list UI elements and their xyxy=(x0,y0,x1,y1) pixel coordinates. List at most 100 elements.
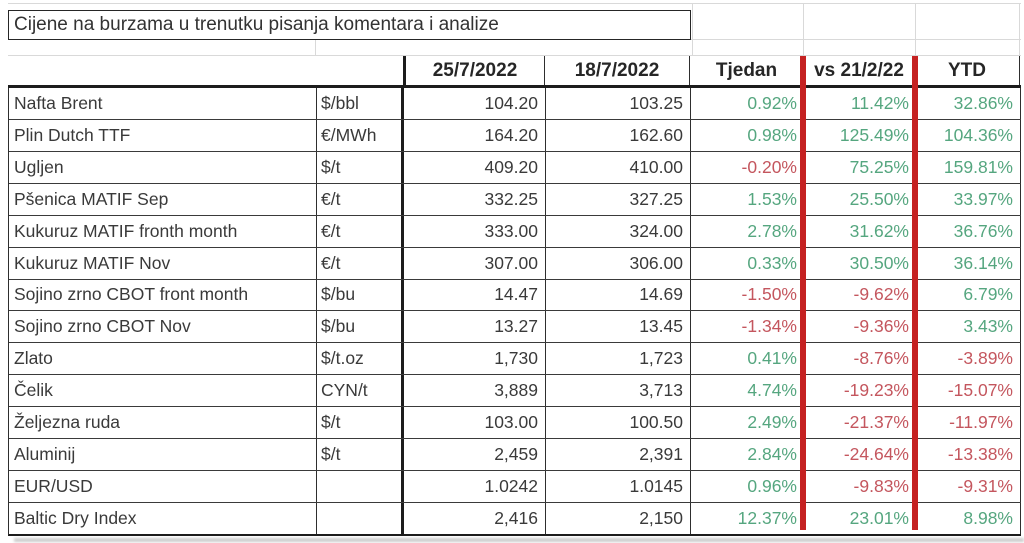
table-row: Ugljen $/t 409.20 410.00 -0.20% 75.25% 159.81% xyxy=(9,151,1021,184)
commodity-name-cell: Aluminij xyxy=(14,444,76,465)
price-25-7-cell: 333.00 xyxy=(404,215,546,247)
week-change-cell: 2.84% xyxy=(747,444,797,465)
commodity-name-cell: Ugljen xyxy=(14,156,64,177)
table-row: Sojino zrno CBOT front month $/bu 14.47 14.… xyxy=(9,279,1021,312)
table-row: Zlato $/t.oz 1,730 1,723 0.41% -8.76% -3.89% xyxy=(9,343,1021,376)
faint-gridline xyxy=(691,39,1021,40)
commodity-name-cell: EUR/USD xyxy=(14,476,93,497)
unit-cell: $/bu xyxy=(316,279,404,311)
commodity-name-cell: Kukuruz MATIF fronth month xyxy=(14,220,238,241)
faint-gridline xyxy=(915,3,916,55)
vs-21-2-change-cell: -9.36% xyxy=(853,316,909,337)
column-header-vs-21-2-22: vs 21/2/22 xyxy=(814,59,904,81)
vs-21-2-change-cell: -24.64% xyxy=(843,444,909,465)
header-row: 25/7/2022 18/7/2022 Tjedan vs 21/2/22 YT… xyxy=(8,55,1021,88)
unit-cell: CYN/t xyxy=(316,375,404,407)
vs-21-2-change-cell: -21.37% xyxy=(843,412,909,433)
price-25-7-cell: 2,416 xyxy=(404,502,546,534)
vs-21-2-change-cell: 125.49% xyxy=(839,124,909,145)
price-25-7-cell: 1,730 xyxy=(404,343,546,375)
table-row: EUR/USD 1.0242 1.0145 0.96% -9.83% -9.31% xyxy=(9,471,1021,503)
price-25-7-cell: 1.0242 xyxy=(404,471,546,502)
price-25-7-cell: 104.20 xyxy=(404,88,546,119)
header-blank-cell xyxy=(8,56,403,85)
commodity-name-cell: Pšenica MATIF Sep xyxy=(14,188,169,209)
column-header-date-18-7-2022: 18/7/2022 xyxy=(545,56,690,85)
vs-21-2-change-cell: 11.42% xyxy=(850,92,909,113)
price-25-7-cell: 13.27 xyxy=(404,311,546,343)
table-title: Cijene na burzama u trenutku pisanja kom… xyxy=(14,14,499,35)
commodity-name-cell: Sojino zrno CBOT front month xyxy=(14,284,249,305)
price-18-7-cell: 2,391 xyxy=(546,439,691,471)
ytd-change-cell: -3.89% xyxy=(916,343,1021,375)
price-18-7-cell: 103.25 xyxy=(546,88,691,119)
unit-cell: $/bbl xyxy=(316,88,404,119)
red-separator-line xyxy=(800,56,806,530)
commodity-name-cell: Nafta Brent xyxy=(14,92,103,113)
vs-21-2-change-cell: 75.25% xyxy=(849,156,909,177)
table-row: Kukuruz MATIF Nov €/t 307.00 306.00 0.33% 30.… xyxy=(9,247,1021,280)
price-25-7-cell: 307.00 xyxy=(404,247,546,279)
table-row: Nafta Brent $/bbl 104.20 103.25 0.92% 11.42% 3… xyxy=(9,88,1021,120)
ytd-change-cell: 159.81% xyxy=(916,151,1021,183)
ytd-change-cell: -15.07% xyxy=(916,375,1021,407)
faint-gridline xyxy=(8,3,1021,4)
price-25-7-cell: 14.47 xyxy=(404,279,546,311)
vs-21-2-change-cell: -19.23% xyxy=(843,380,909,401)
unit-cell: €/t xyxy=(316,183,404,215)
price-18-7-cell: 2,150 xyxy=(546,502,691,534)
vs-21-2-change-cell: 30.50% xyxy=(849,252,909,273)
ytd-change-cell: -9.31% xyxy=(916,471,1021,502)
table-row: Sojino zrno CBOT Nov $/bu 13.27 13.45 -1.34%… xyxy=(9,311,1021,344)
column-header-tjedan: Tjedan xyxy=(715,59,778,81)
ytd-change-cell: -11.97% xyxy=(916,407,1021,439)
table-row: Baltic Dry Index 2,416 2,150 12.37% 23.01% 8.… xyxy=(9,502,1021,534)
unit-cell: $/bu xyxy=(316,311,404,343)
column-header-ytd: YTD xyxy=(915,56,1020,85)
price-25-7-cell: 409.20 xyxy=(404,151,546,183)
week-change-cell: 0.98% xyxy=(747,124,797,145)
price-18-7-cell: 327.25 xyxy=(546,183,691,215)
price-25-7-cell: 103.00 xyxy=(404,407,546,439)
unit-cell: €/MWh xyxy=(316,119,404,151)
price-25-7-cell: 3,889 xyxy=(404,375,546,407)
week-change-cell: -1.34% xyxy=(741,316,797,337)
commodity-name-cell: Sojino zrno CBOT Nov xyxy=(14,316,191,337)
ytd-change-cell: 36.76% xyxy=(916,215,1021,247)
ytd-change-cell: 104.36% xyxy=(916,119,1021,151)
week-change-cell: -0.20% xyxy=(741,156,797,177)
price-18-7-cell: 1.0145 xyxy=(546,471,691,502)
vs-21-2-change-cell: -9.62% xyxy=(853,284,909,305)
unit-cell: $/t xyxy=(316,407,404,439)
price-18-7-cell: 162.60 xyxy=(546,119,691,151)
commodity-name-cell: Željezna ruda xyxy=(14,412,121,433)
week-change-cell: 2.78% xyxy=(747,220,797,241)
table-row: Aluminij $/t 2,459 2,391 2.84% -24.64% -13.38% xyxy=(9,439,1021,472)
ytd-change-cell: -13.38% xyxy=(916,439,1021,471)
faint-gridline xyxy=(692,3,693,55)
table-row: Željezna ruda $/t 103.00 100.50 2.49% -21.37%… xyxy=(9,407,1021,440)
unit-cell: $/t xyxy=(316,439,404,471)
unit-cell xyxy=(316,502,404,534)
vs-21-2-change-cell: 23.01% xyxy=(849,507,909,528)
ytd-change-cell: 6.79% xyxy=(916,279,1021,311)
table-row: Plin Dutch TTF €/MWh 164.20 162.60 0.98% 125.… xyxy=(9,119,1021,152)
ytd-change-cell: 8.98% xyxy=(916,502,1021,534)
ytd-change-cell: 32.86% xyxy=(916,88,1021,119)
week-change-cell: 0.41% xyxy=(747,348,797,369)
price-18-7-cell: 410.00 xyxy=(546,151,691,183)
vs-21-2-change-cell: -9.83% xyxy=(853,476,909,497)
table-row: Čelik CYN/t 3,889 3,713 4.74% -19.23% -15.07% xyxy=(9,375,1021,408)
week-change-cell: 0.96% xyxy=(747,476,797,497)
week-change-cell: 12.37% xyxy=(737,507,797,528)
unit-cell: €/t xyxy=(316,247,404,279)
price-18-7-cell: 1,723 xyxy=(546,343,691,375)
table-row: Pšenica MATIF Sep €/t 332.25 327.25 1.53% 25.… xyxy=(9,183,1021,216)
faint-gridline xyxy=(315,39,316,55)
commodity-name-cell: Čelik xyxy=(14,380,53,401)
price-18-7-cell: 324.00 xyxy=(546,215,691,247)
ytd-change-cell: 33.97% xyxy=(916,183,1021,215)
price-25-7-cell: 2,459 xyxy=(404,439,546,471)
week-change-cell: 0.92% xyxy=(747,92,797,113)
price-25-7-cell: 332.25 xyxy=(404,183,546,215)
